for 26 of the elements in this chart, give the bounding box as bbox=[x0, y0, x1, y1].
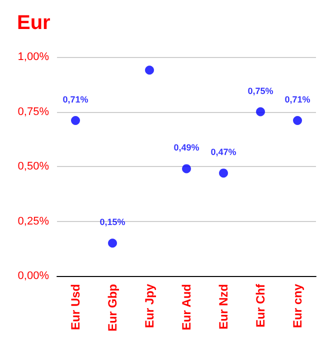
x-tick-label: Eur Jpy bbox=[142, 284, 156, 328]
data-label: 0,71% bbox=[62, 94, 88, 105]
point bbox=[145, 66, 154, 75]
x-tick-label: Eur cny bbox=[290, 284, 304, 328]
x-tick-label: Eur Chf bbox=[254, 283, 268, 328]
point bbox=[256, 107, 265, 116]
x-tick-label: Eur Usd bbox=[68, 284, 82, 330]
point bbox=[71, 116, 80, 126]
point bbox=[293, 116, 302, 126]
point bbox=[219, 168, 228, 178]
data-label: 0,15% bbox=[100, 217, 126, 228]
y-tick-label: 0,00% bbox=[18, 270, 50, 282]
point bbox=[182, 164, 191, 174]
y-tick-label: 0,25% bbox=[18, 215, 50, 228]
data-label: 0,47% bbox=[210, 147, 236, 158]
chart-title: Eur bbox=[17, 12, 51, 34]
y-tick-label: 0,50% bbox=[18, 160, 50, 172]
x-tick-label: Eur Gbp bbox=[106, 284, 120, 332]
data-label: 0,75% bbox=[248, 86, 274, 96]
point bbox=[108, 238, 117, 248]
x-tick-label: Eur Nzd bbox=[216, 284, 230, 330]
y-tick-label: 0,75% bbox=[18, 106, 50, 118]
data-label: 0,71% bbox=[284, 94, 310, 105]
data-label: 0,49% bbox=[174, 142, 200, 153]
x-tick-label: Eur Aud bbox=[180, 284, 194, 330]
y-tick-label: 1,00% bbox=[18, 51, 50, 63]
